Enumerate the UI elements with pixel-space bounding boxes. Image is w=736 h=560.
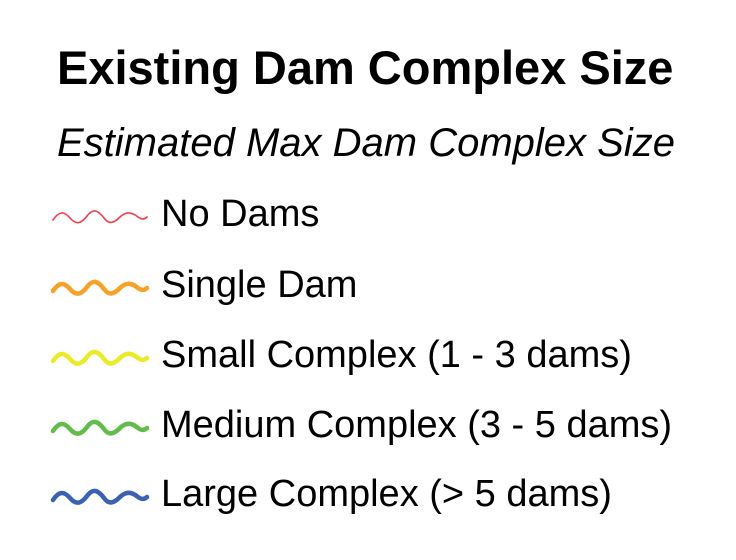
- legend-item-small-complex: Small Complex (1 - 3 dams): [50, 330, 730, 380]
- legend-subtitle: Estimated Max Dam Complex Size: [57, 121, 675, 165]
- legend-item-single-dam: Single Dam: [50, 260, 730, 310]
- wavy-line-icon: [50, 419, 150, 436]
- legend-item-label: Medium Complex (3 - 5 dams): [161, 404, 673, 446]
- legend-title: Existing Dam Complex Size: [57, 41, 674, 94]
- thin-wavy-line-icon: [52, 210, 148, 224]
- wavy-line-icon: [50, 279, 150, 296]
- legend-item-label: Single Dam: [161, 264, 358, 306]
- legend-item-no-dams: No Dams: [50, 189, 730, 239]
- legend-item-large-complex: Large Complex (> 5 dams): [50, 469, 730, 519]
- legend-item-label: Large Complex (> 5 dams): [161, 473, 612, 515]
- wavy-line-icon: [50, 488, 150, 505]
- wavy-line-icon: [50, 349, 150, 366]
- legend-item-label: No Dams: [161, 193, 320, 235]
- legend-item-medium-complex: Medium Complex (3 - 5 dams): [50, 400, 730, 450]
- legend-item-label: Small Complex (1 - 3 dams): [161, 334, 632, 376]
